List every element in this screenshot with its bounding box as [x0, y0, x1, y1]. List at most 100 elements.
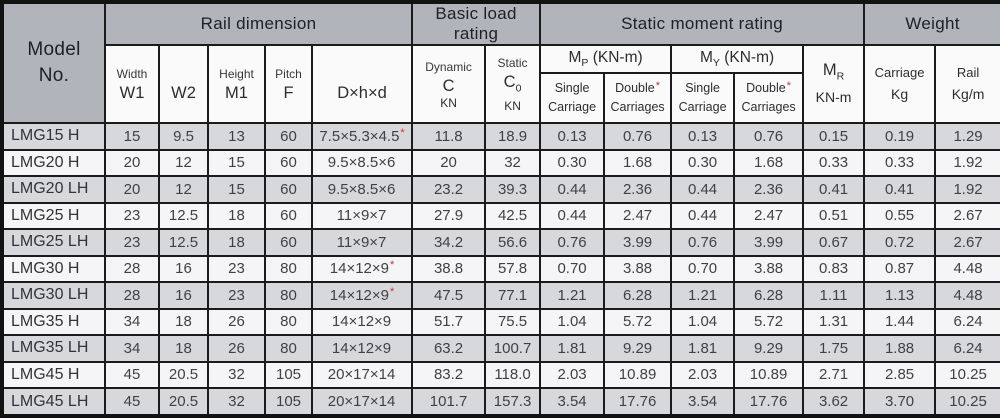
model-cell: LMG20 H [1, 148, 106, 178]
w2-cell: 20.5 [158, 387, 209, 417]
dynamic-c-cell: 83.2 [411, 360, 487, 390]
col-header-my-double: Double* Carriages [733, 72, 805, 124]
mr-cell: 1.11 [802, 281, 866, 310]
static-c0-cell: 42.5 [484, 201, 542, 231]
mp-double-cell: 6.28 [603, 281, 673, 310]
w1-cell: 28 [104, 254, 160, 284]
m1-cell: 23 [207, 254, 266, 284]
m1-cell: 15 [207, 175, 266, 204]
dxhxd-footnote-star [386, 206, 387, 218]
dxhxd-cell: 11×9×7 [310, 228, 414, 257]
w2-symbol: W2 [171, 83, 196, 102]
w2-cell: 16 [158, 281, 209, 310]
table-row: LMG30 H 28 16 23 80 14×12×9* 38.8 57.8 0… [1, 254, 1000, 284]
mr-cell: 0.51 [802, 201, 866, 231]
table-row: LMG30 LH 28 16 23 80 14×12×9* 47.5 77.1 … [1, 281, 1000, 310]
dynamic-c-cell: 63.2 [411, 334, 487, 363]
w1-cell: 34 [104, 334, 160, 363]
w1-symbol: W1 [119, 83, 145, 102]
my-double-cell: 0.76 [733, 122, 805, 151]
table-row: LMG45 H 45 20.5 32 105 20×17×14 83.2 118… [1, 360, 1000, 390]
my-single-cell: 2.03 [670, 360, 736, 390]
pitch-cell: 105 [264, 360, 313, 390]
my-double-cell: 2.36 [733, 175, 805, 204]
mp-single-cell: 3.54 [539, 387, 606, 417]
carriage-kg-cell: 0.72 [863, 228, 937, 257]
m1-cell: 23 [207, 281, 266, 310]
static-c0-cell: 39.3 [484, 175, 542, 204]
w2-cell: 18 [158, 307, 209, 337]
table-row: LMG20 H 20 12 15 60 9.5×8.5×6 20 32 0.30… [1, 148, 1000, 178]
static-c0-cell: 118.0 [484, 360, 542, 390]
dynamic-c-cell: 47.5 [411, 281, 487, 310]
my-single-cell: 0.44 [670, 201, 736, 231]
dxhxd-value: 20×17×14 [327, 366, 396, 384]
rail-weight-label: Rail [956, 65, 980, 81]
col-header-mr: MR KN-m [802, 44, 866, 124]
m1-cell: 18 [207, 201, 266, 231]
dxhxd-cell: 9.5×8.5×6 [310, 175, 414, 204]
dxhxd-value: 14×12×9 [331, 313, 392, 331]
model-cell: LMG25 LH [1, 228, 106, 257]
dxhxd-label [314, 66, 410, 83]
m1-cell: 13 [207, 122, 266, 151]
mp-single-cell: 0.13 [539, 122, 606, 151]
w2-cell: 9.5 [158, 122, 209, 151]
my-double-cell: 6.28 [733, 281, 805, 310]
model-cell: LMG35 H [1, 307, 106, 337]
model-header-line1: Model [27, 39, 81, 61]
w1-cell: 34 [104, 307, 160, 337]
dxhxd-footnote-star: * [400, 126, 405, 139]
rail-kgm-cell: 10.25 [934, 360, 1000, 390]
dxhxd-cell: 20×17×14 [310, 387, 414, 417]
sub-header-row-2: Single Carriage Double* Carriages Single… [2, 72, 1000, 124]
w1-cell: 15 [104, 122, 160, 151]
dynamic-c-cell: 34.2 [411, 228, 487, 257]
dynamic-symbol: C [442, 76, 455, 95]
col-header-rail-weight: Rail Kg/m [934, 44, 1000, 124]
my-single-cell: 0.44 [670, 175, 736, 204]
my-single-cell: 0.76 [670, 228, 736, 257]
table-row: LMG25 LH 23 12.5 18 60 11×9×7 34.2 56.6 … [1, 228, 1000, 257]
table-row: LMG45 LH 45 20.5 32 105 20×17×14 101.7 1… [1, 387, 1000, 417]
footnote-star: * [786, 79, 792, 92]
table-row: LMG35 H 34 18 26 80 14×12×9 51.7 75.5 1.… [1, 307, 1000, 337]
dxhxd-value: 9.5×8.5×6 [327, 154, 396, 172]
m1-cell: 32 [207, 387, 266, 417]
col-header-m1: Height M1 [207, 44, 266, 124]
group-header-row: Model No. Rail dimension Basic load rati… [1, 1, 1000, 124]
mr-cell: 1.31 [802, 307, 866, 337]
dynamic-c-cell: 51.7 [411, 307, 487, 337]
my-double-cell: 10.89 [733, 360, 805, 390]
dxhxd-value: 7.5×5.3×4.5 [319, 127, 400, 145]
table-row: LMG35 LH 34 18 26 80 14×12×9 63.2 100.7 … [1, 334, 1000, 363]
mr-cell: 3.62 [802, 387, 866, 417]
model-cell: LMG15 H [1, 122, 106, 151]
static-symbol: C0 [503, 73, 522, 95]
static-c0-cell: 77.1 [484, 281, 542, 310]
dxhxd-cell: 20×17×14 [310, 360, 414, 390]
col-header-carriage-weight: Carriage Kg [863, 44, 937, 124]
dxhxd-value: 11×9×7 [336, 233, 387, 251]
pitch-cell: 105 [264, 387, 313, 417]
carriage-kg-cell: 0.55 [863, 201, 937, 231]
m1-cell: 18 [207, 228, 266, 257]
m1-cell: 26 [207, 307, 266, 337]
model-no-header: Model No. [1, 1, 106, 124]
mp-single-cell: 0.44 [539, 175, 606, 204]
w2-cell: 16 [158, 254, 209, 284]
rail-weight-unit: Kg/m [951, 85, 985, 102]
rail-kgm-cell: 2.67 [934, 201, 1000, 231]
pitch-label: Pitch [275, 66, 302, 81]
dxhxd-footnote-star [395, 365, 396, 377]
w1-cell: 20 [104, 148, 160, 178]
dynamic-c-cell: 38.8 [411, 254, 487, 284]
m1-cell: 15 [207, 148, 266, 178]
col-header-dxhxd: D×h×d [310, 44, 414, 124]
carriage-kg-cell: 1.88 [863, 334, 937, 363]
carriage-kg-cell: 0.19 [863, 122, 937, 151]
dxhxd-value: 14×12×9 [329, 286, 389, 304]
model-header-line2: No. [38, 65, 70, 86]
w2-cell: 12 [158, 148, 209, 178]
mp-double-cell: 1.68 [603, 148, 673, 178]
